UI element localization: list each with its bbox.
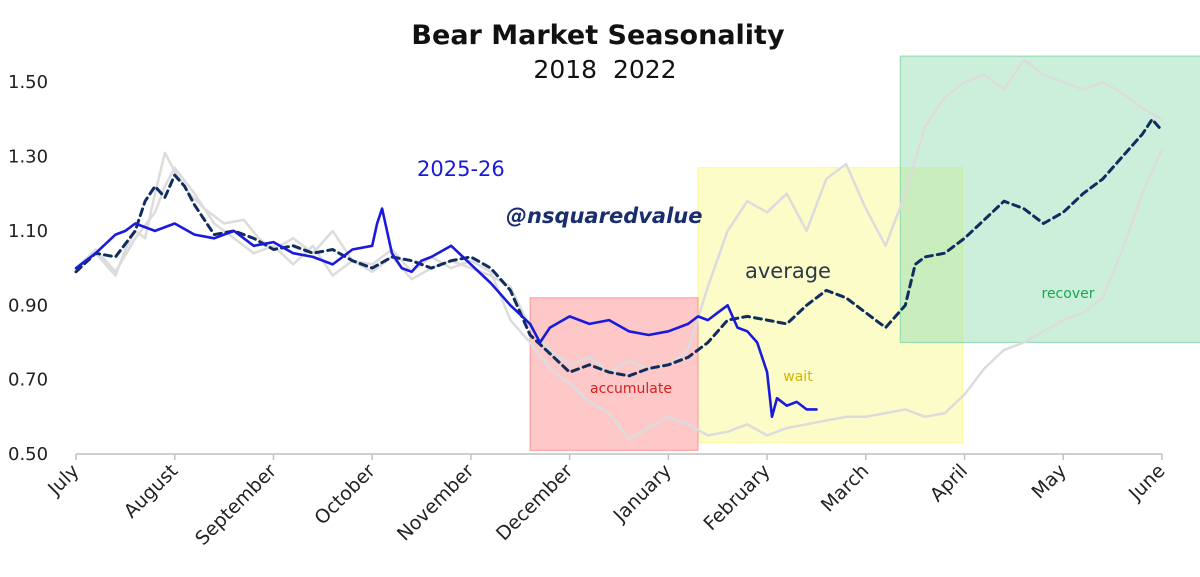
x-tick-label: February [700,460,775,535]
zone-wait [697,167,964,444]
x-tick-labels: July August September October November Decemb… [43,460,1169,550]
zone-label-accumulate: accumulate [590,381,672,397]
x-tick-label: March [817,460,874,517]
y-tick-label: 0.50 [8,444,48,465]
y-tick-label: 1.30 [8,147,48,168]
series-layer [74,58,1164,441]
zone-label-wait: wait [783,369,813,385]
x-tick-label: January [609,460,676,527]
y-tick-label: 1.10 [8,221,48,242]
zone-recover [899,55,1200,344]
x-tick-label: October [310,460,379,529]
x-tick-label: September [191,460,281,550]
series-label-average: average [745,259,831,283]
series-line-2025-26 [74,207,818,419]
x-tick-label: June [1124,460,1170,506]
zone-label-recover: recover [1042,286,1095,302]
y-tick-label: 0.90 [8,295,48,316]
x-tick-label: July [43,460,83,500]
x-tick-label: August [120,460,183,523]
author-handle: @nsquaredvalue [506,204,703,228]
x-tick-label: May [1027,460,1070,503]
y-tick-labels: 0.50 0.70 0.90 1.10 1.30 1.50 [8,72,48,465]
axes-layer [75,453,1163,460]
y-tick-label: 0.70 [8,370,48,391]
x-tick-label: April [926,460,972,506]
y-tick-label: 1.50 [8,72,48,93]
series-line-average [74,117,1164,378]
series-label-2025-26: 2025-26 [417,157,505,181]
x-tick-label: November [393,460,479,546]
chart-subtitle: 2018 2022 [533,55,676,84]
chart-title: Bear Market Seasonality [411,20,785,51]
x-tick-label: December [492,460,577,545]
